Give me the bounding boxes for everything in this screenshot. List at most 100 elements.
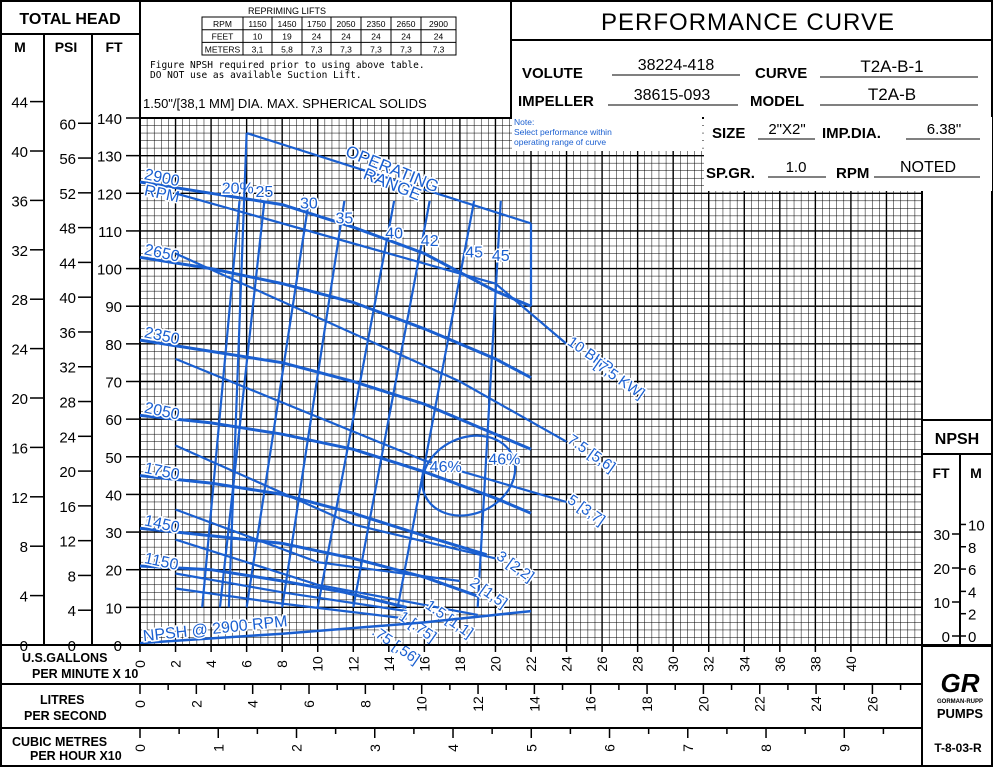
npsh-note-2: DO NOT use as available Suction Lift.	[150, 70, 362, 81]
unit-psi-label: PSI	[55, 39, 78, 55]
repriming-cell: 2350	[367, 19, 386, 29]
m3h-label-1: CUBIC METRES	[12, 735, 107, 749]
unit-ft-label: FT	[105, 39, 123, 55]
psi-tick-label: 44	[59, 255, 76, 272]
size-label: SIZE	[712, 125, 745, 142]
efficiency-line	[218, 200, 266, 608]
m-tick-label: 32	[11, 243, 28, 260]
rpm-curve-2050	[139, 413, 532, 515]
efficiency-line	[245, 200, 310, 608]
gpm-tick-label: 8	[274, 660, 290, 668]
rpm-value: NOTED	[900, 159, 956, 176]
gpm-tick-label: 22	[523, 656, 539, 672]
repriming-row-label: RPM	[213, 19, 232, 29]
lps-tick-label: 8	[357, 700, 373, 708]
m-tick-label: 44	[11, 95, 28, 112]
psi-tick-label: 56	[59, 151, 76, 168]
npsh-m-tick-label: 6	[968, 562, 976, 579]
psi-tick-label: 16	[59, 499, 76, 516]
efficiency-label: 40	[385, 225, 403, 242]
gorman-rupp-logo: GR GORMAN-RUPP PUMPS	[937, 668, 984, 721]
psi-tick-label: 0	[68, 638, 76, 655]
gpm-tick-label: 24	[559, 656, 575, 672]
repriming-cell: 1750	[307, 19, 326, 29]
m-tick-label: 20	[11, 391, 28, 408]
repriming-lifts-table: REPRIMING LIFTS RPM 1150 1450 1750 2050 2350 2…	[150, 6, 457, 81]
efficiency-label: 35	[335, 210, 353, 227]
rpm-label: RPM	[836, 165, 869, 182]
ft-tick-label: 110	[98, 224, 122, 241]
rpm-curve-1750	[139, 474, 488, 557]
usgal-label-1: U.S.GALLONS	[22, 651, 107, 665]
usgal-label-2: PER MINUTE X 10	[32, 667, 138, 681]
op-note-1: Note:	[514, 117, 534, 127]
psi-tick-label: 36	[59, 325, 76, 342]
npsh-m-tick-label: 0	[968, 629, 976, 646]
efficiency-label: 46%	[488, 451, 520, 468]
repriming-cell: 3,1	[252, 44, 264, 54]
efficiency-label: 25	[256, 184, 274, 201]
npsh-m-tick-label: 2	[968, 607, 976, 624]
m3h-label-2: PER HOUR X10	[30, 749, 122, 763]
lps-tick-label: 18	[639, 696, 655, 712]
lps-label-2: PER SECOND	[24, 709, 107, 723]
chart-title: PERFORMANCE CURVE	[601, 9, 895, 36]
m3h-tick-label: 6	[602, 744, 618, 752]
npsh-m-tick-label: 8	[968, 540, 976, 557]
gpm-tick-label: 38	[807, 656, 823, 672]
m3h-tick-label: 0	[132, 744, 148, 752]
ft-tick-label: 90	[105, 299, 122, 316]
repriming-cell: 7,3	[433, 44, 445, 54]
ft-tick-label: 80	[105, 337, 122, 354]
bhp-line	[175, 252, 568, 443]
repriming-cell: 5,8	[281, 44, 293, 54]
gpm-tick-label: 32	[701, 656, 717, 672]
gpm-tick-label: 28	[630, 656, 646, 672]
psi-tick-label: 4	[68, 603, 76, 620]
lps-tick-label: 16	[583, 696, 599, 712]
m-tick-label: 40	[11, 144, 28, 161]
repriming-cell: 2050	[337, 19, 356, 29]
spgr-value: 1.0	[786, 159, 807, 176]
efficiency-island	[421, 434, 517, 517]
total-head-label: TOTAL HEAD	[19, 11, 120, 28]
repriming-cell: 24	[401, 32, 411, 42]
bhp-line	[175, 572, 407, 613]
gpm-tick-label: 36	[772, 656, 788, 672]
repriming-cell: 24	[341, 32, 351, 42]
gpm-tick-label: 12	[345, 656, 361, 672]
repriming-cell: 2650	[397, 19, 416, 29]
ft-tick-label: 0	[114, 638, 122, 655]
m-tick-label: 12	[11, 490, 28, 507]
lps-tick-label: 12	[470, 696, 486, 712]
bhp-line	[175, 538, 478, 616]
gpm-tick-label: 30	[665, 656, 681, 672]
gpm-tick-label: 6	[239, 660, 255, 668]
repriming-cell: 10	[253, 32, 263, 42]
impeller-value: 38615-093	[634, 87, 711, 104]
psi-tick-label: 52	[59, 186, 76, 203]
npsh-note-1: Figure NPSH required prior to using abov…	[150, 60, 425, 71]
m3h-tick-label: 2	[289, 744, 305, 752]
efficiency-label: 46%	[430, 459, 462, 476]
ft-tick-label: 60	[105, 412, 122, 429]
psi-tick-label: 24	[59, 429, 76, 446]
efficiency-line	[396, 200, 476, 608]
repriming-title: REPRIMING LIFTS	[248, 6, 326, 16]
npsh-m-label: M	[970, 465, 982, 481]
efficiency-label: 20%	[222, 180, 254, 197]
gpm-tick-label: 18	[452, 656, 468, 672]
gpm-tick-label: 2	[168, 660, 184, 668]
m-tick-label: 24	[11, 342, 28, 359]
operating-range-line	[246, 132, 532, 225]
m3h-tick-label: 7	[680, 744, 696, 752]
psi-tick-label: 28	[59, 395, 76, 412]
logo-name: GORMAN-RUPP	[937, 699, 983, 705]
repriming-cell: 1150	[248, 19, 267, 29]
ft-tick-label: 130	[97, 149, 122, 166]
ft-tick-label: 70	[105, 375, 122, 392]
spgr-label: SP.GR.	[706, 165, 755, 182]
op-note-3: operating range of curve	[514, 137, 606, 147]
logo-gr: GR	[941, 668, 980, 698]
